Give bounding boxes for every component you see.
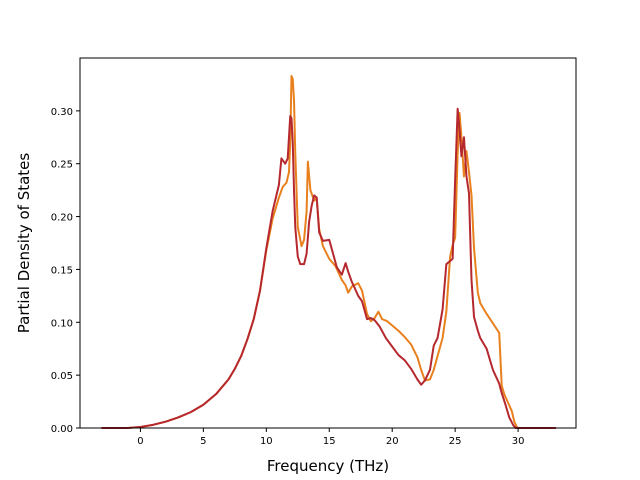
y-tick-label: 0.10 bbox=[51, 318, 73, 329]
x-tick-label: 10 bbox=[260, 436, 273, 447]
y-axis: 0.00 0.05 0.10 0.15 0.20 0.25 0.30 bbox=[51, 107, 80, 435]
y-tick-label: 0.00 bbox=[51, 424, 73, 435]
series-line-2 bbox=[101, 107, 556, 429]
y-axis-label: Partial Density of States bbox=[15, 153, 33, 334]
series-layer bbox=[101, 74, 556, 429]
x-axis-label: Frequency (THz) bbox=[267, 457, 389, 475]
x-tick-label: 15 bbox=[323, 436, 336, 447]
y-tick-label: 0.05 bbox=[51, 371, 73, 382]
x-tick-label: 30 bbox=[512, 436, 525, 447]
plot-frame bbox=[79, 57, 577, 429]
y-tick-label: 0.25 bbox=[51, 160, 73, 171]
x-tick-label: 25 bbox=[449, 436, 462, 447]
y-tick-label: 0.30 bbox=[51, 107, 73, 118]
y-tick-label: 0.15 bbox=[51, 265, 73, 276]
x-tick-label: 0 bbox=[137, 436, 143, 447]
x-tick-label: 5 bbox=[200, 436, 206, 447]
x-axis: 0 5 10 15 20 25 30 bbox=[137, 428, 524, 447]
y-tick-label: 0.20 bbox=[51, 213, 73, 224]
x-tick-label: 20 bbox=[386, 436, 399, 447]
